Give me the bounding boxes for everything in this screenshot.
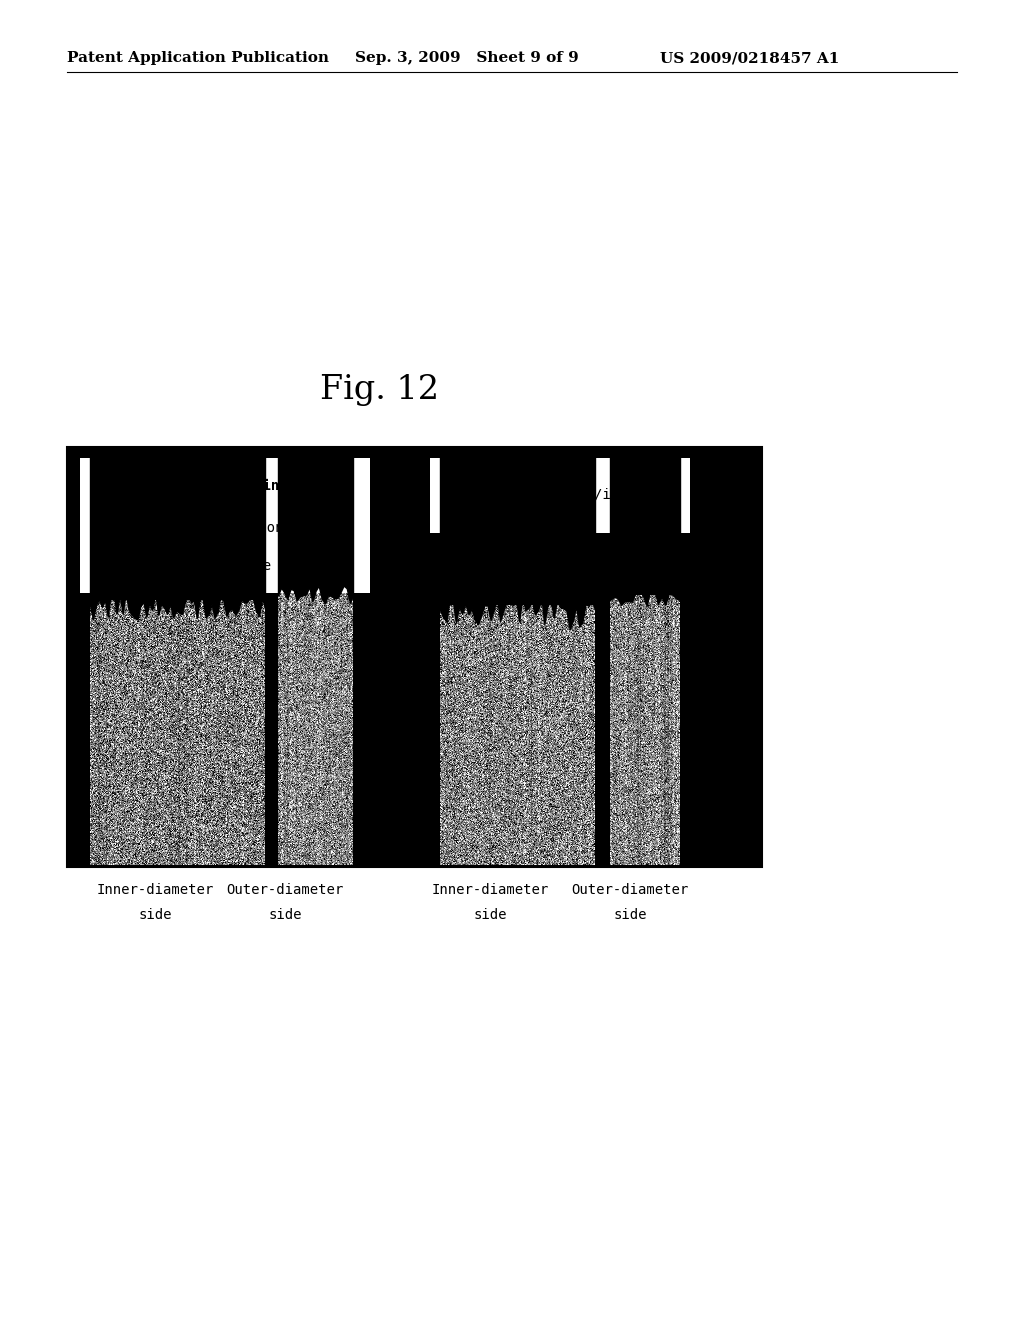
- Text: Inner-diameter: Inner-diameter: [431, 883, 549, 898]
- Text: Patent Application Publication: Patent Application Publication: [67, 51, 329, 65]
- Text: Fig. 12: Fig. 12: [321, 374, 439, 407]
- Text: Sep. 3, 2009   Sheet 9 of 9: Sep. 3, 2009 Sheet 9 of 9: [355, 51, 579, 65]
- Text: side: side: [138, 908, 172, 921]
- Text: side: side: [473, 908, 507, 921]
- Bar: [80, 458, 370, 593]
- Text: side: side: [268, 908, 302, 921]
- Text: US 2009/0218457 A1: US 2009/0218457 A1: [660, 51, 840, 65]
- Bar: [67, 447, 762, 867]
- Text: Outer-diameter: Outer-diameter: [226, 883, 344, 898]
- Text: in fluid lubrication state: in fluid lubrication state: [116, 521, 334, 535]
- Text: Drawing/Ironing: Drawing/Ironing: [162, 479, 288, 494]
- Text: Outer-diameter: Outer-diameter: [571, 883, 688, 898]
- Text: Inner-diameter: Inner-diameter: [96, 883, 214, 898]
- Text: Ordinary drawing/ironing: Ordinary drawing/ironing: [460, 488, 660, 502]
- Bar: [430, 458, 690, 533]
- Text: side: side: [613, 908, 647, 921]
- Text: at die side: at die side: [179, 558, 271, 573]
